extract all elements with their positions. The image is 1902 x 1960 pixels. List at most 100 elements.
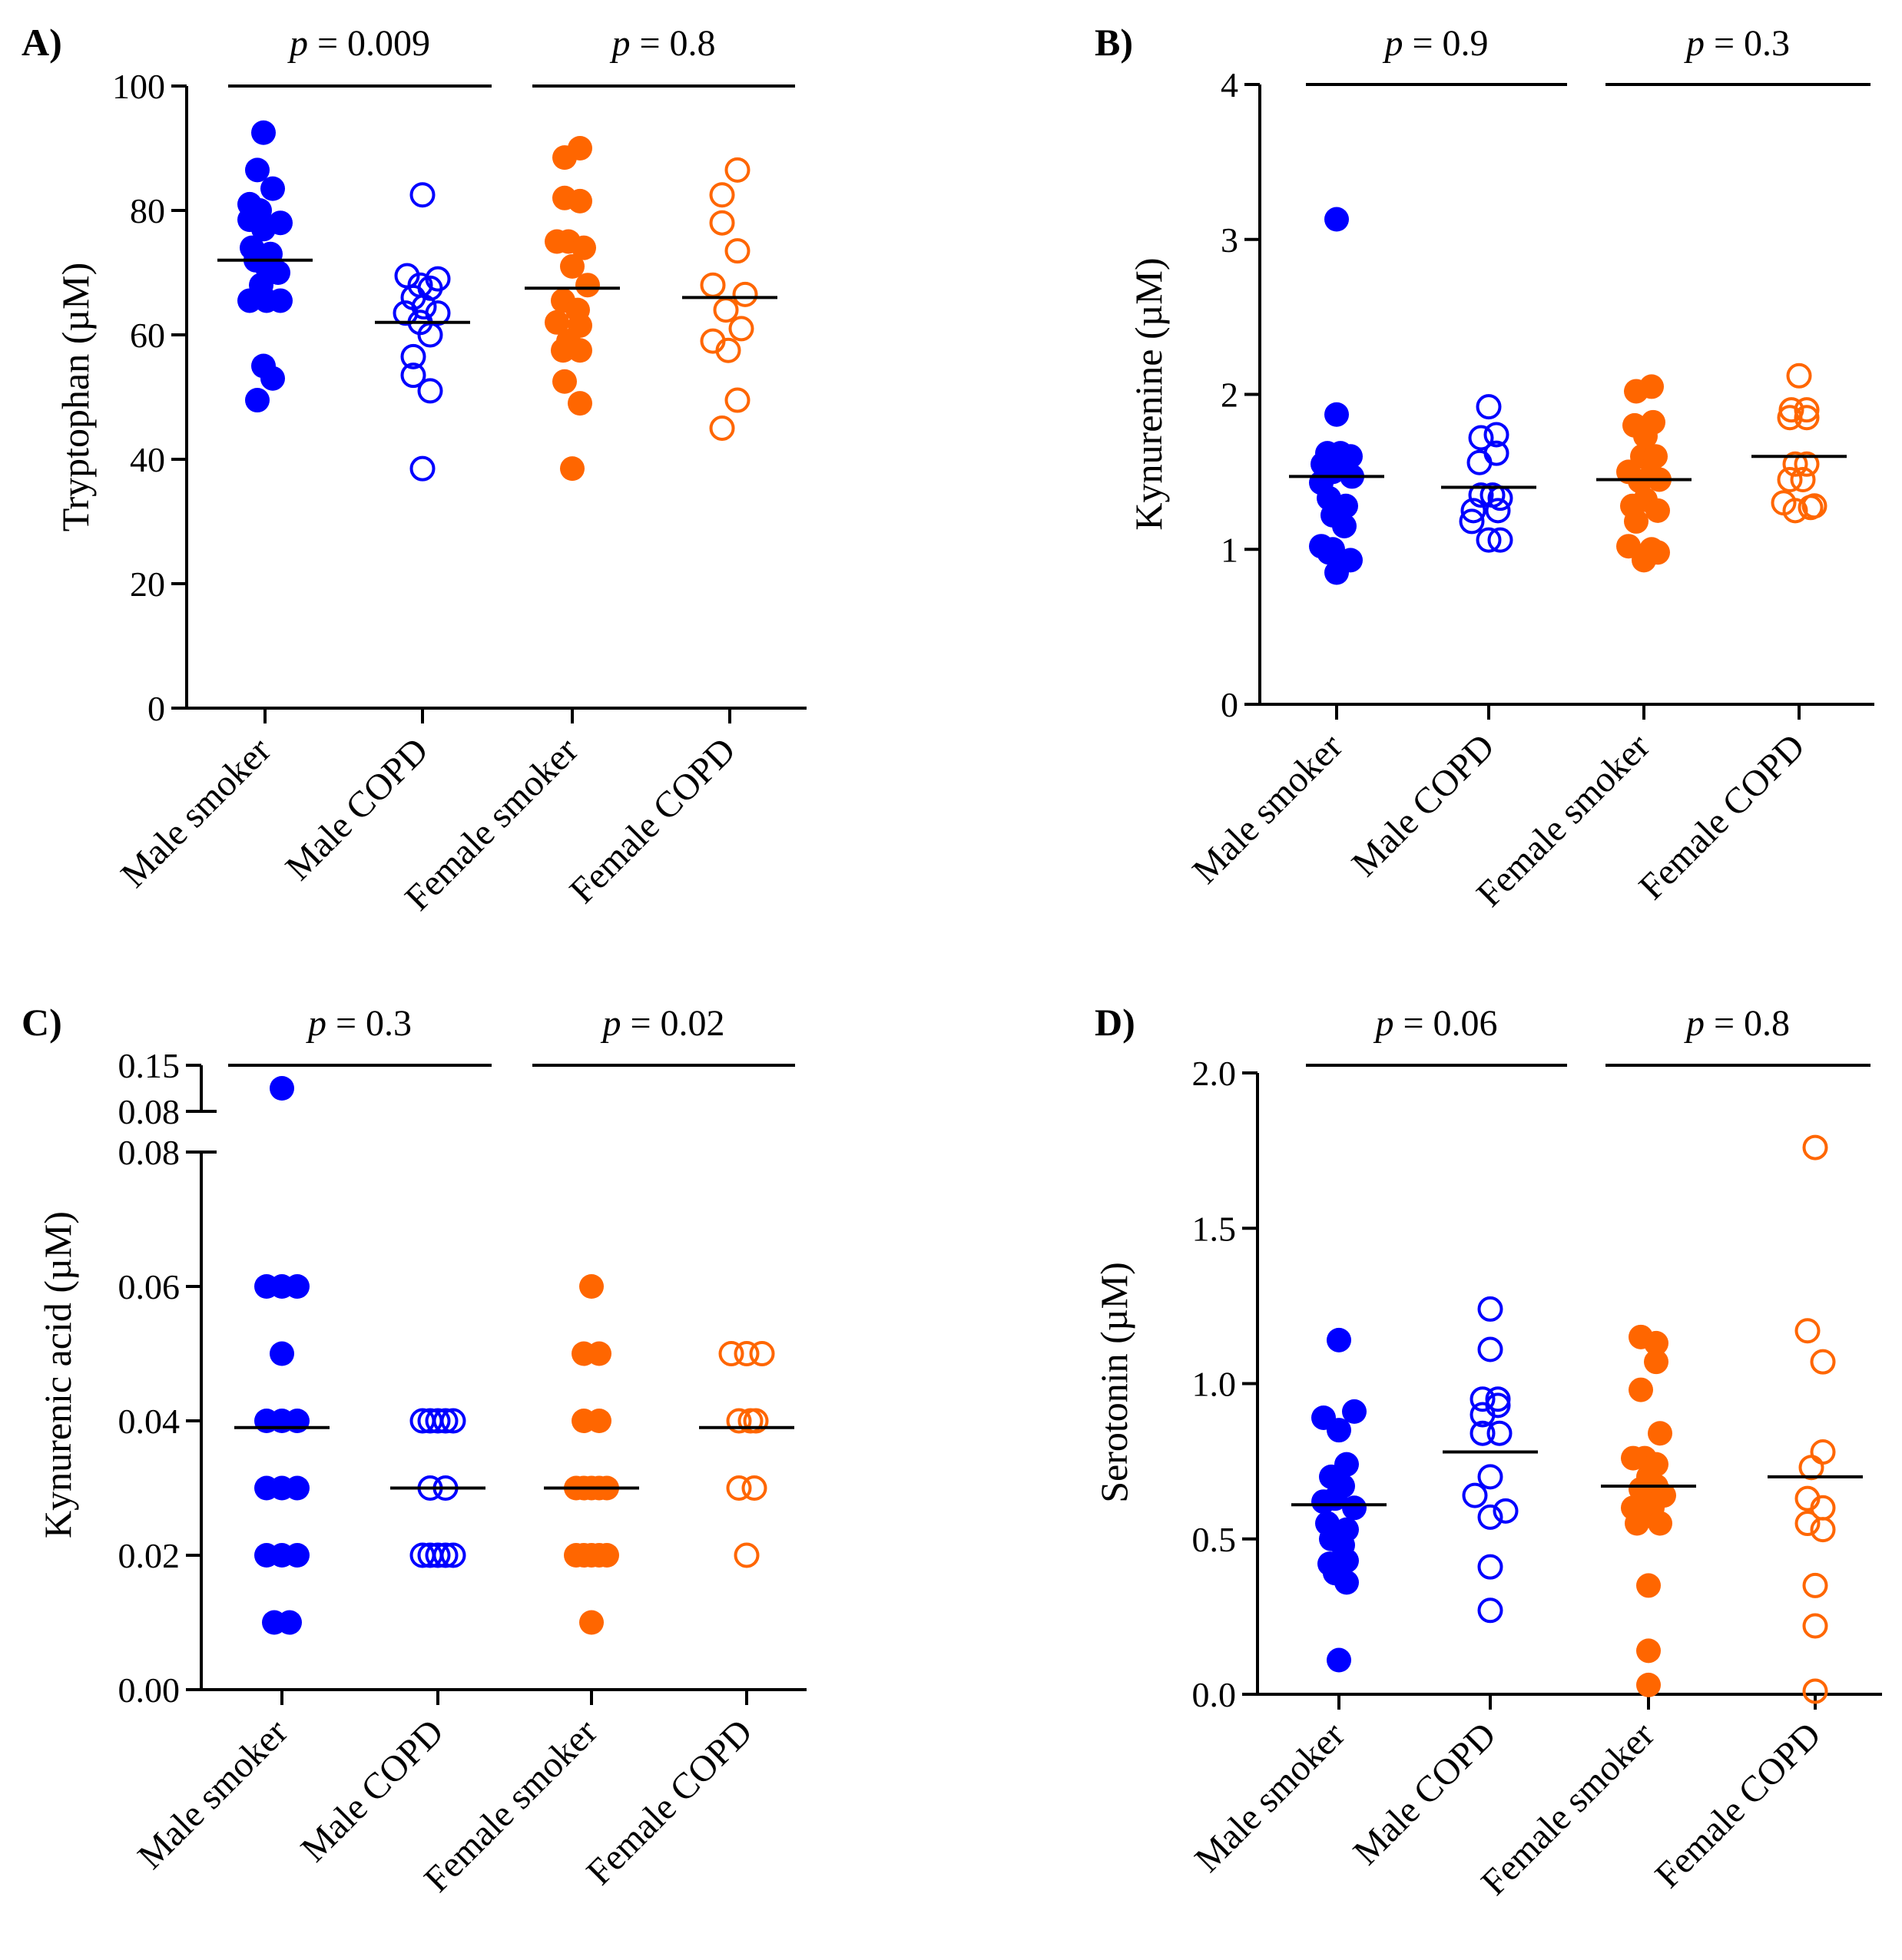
y-tick-label: 0.08 xyxy=(118,1092,181,1131)
data-point xyxy=(1476,394,1502,420)
data-point xyxy=(1334,1570,1359,1595)
data-point xyxy=(400,343,426,369)
y-tick-label: 4 xyxy=(1221,65,1238,104)
p-symbol: p xyxy=(306,1003,326,1044)
data-point xyxy=(1648,1511,1672,1536)
p-value-label: p = 0.8 xyxy=(609,23,715,64)
data-point xyxy=(741,1475,767,1501)
data-point xyxy=(1645,540,1670,565)
data-point xyxy=(409,455,436,482)
data-point xyxy=(268,288,293,313)
data-point xyxy=(1327,1418,1351,1443)
y-tick-label: 20 xyxy=(130,564,165,604)
data-point xyxy=(1462,1482,1488,1508)
data-point xyxy=(1810,1349,1836,1375)
data-point xyxy=(568,188,592,214)
data-point xyxy=(1777,405,1803,431)
y-tick-label: 0.08 xyxy=(118,1133,181,1172)
data-point xyxy=(709,182,735,208)
data-point xyxy=(1636,1573,1661,1598)
data-point xyxy=(425,1408,451,1434)
y-tick-label: 2.0 xyxy=(1192,1054,1237,1093)
data-point xyxy=(1487,527,1513,553)
data-point xyxy=(1777,466,1803,492)
data-point xyxy=(1643,444,1668,469)
p-value: = 0.3 xyxy=(1705,23,1790,64)
p-symbol: p xyxy=(1382,23,1403,64)
data-point xyxy=(726,1475,752,1501)
data-point xyxy=(1477,1464,1503,1490)
data-point xyxy=(1644,1330,1668,1356)
y-tick-label: 0.00 xyxy=(118,1670,181,1710)
data-point xyxy=(1493,1498,1519,1524)
y-tick-label: 100 xyxy=(112,67,165,106)
y-tick-label: 80 xyxy=(130,191,165,230)
data-point xyxy=(1802,1572,1828,1598)
y-tick-label: 0.04 xyxy=(118,1402,181,1441)
data-point xyxy=(245,388,270,413)
data-point xyxy=(1628,468,1652,494)
data-point xyxy=(1794,405,1820,431)
y-tick-label: 60 xyxy=(130,316,165,355)
data-point xyxy=(1477,1504,1503,1530)
data-point xyxy=(715,337,741,363)
data-point xyxy=(545,310,569,335)
data-point xyxy=(432,1542,459,1568)
data-point xyxy=(1633,423,1658,449)
data-point xyxy=(1798,1455,1824,1481)
data-point xyxy=(728,316,754,342)
p-symbol: p xyxy=(287,23,308,64)
data-point xyxy=(409,182,436,208)
data-point xyxy=(1468,482,1494,508)
data-point xyxy=(285,1543,310,1568)
data-point xyxy=(1624,508,1649,534)
data-point xyxy=(1629,1477,1653,1502)
data-point xyxy=(1327,1647,1351,1673)
data-point xyxy=(270,1341,294,1366)
p-value: = 0.009 xyxy=(308,23,430,64)
p-value-label: p = 0.02 xyxy=(600,1003,724,1044)
data-point xyxy=(1317,540,1341,565)
data-point xyxy=(552,145,577,171)
data-point xyxy=(749,1341,775,1366)
panel-label: B) xyxy=(1095,21,1133,64)
data-point xyxy=(734,1542,760,1568)
y-tick-label: 1.0 xyxy=(1192,1365,1237,1404)
y-axis-title: Tryptophan (µM) xyxy=(54,263,97,532)
data-point xyxy=(1636,1672,1661,1697)
y-tick-label: 0.15 xyxy=(118,1046,181,1085)
p-value-label: p = 0.009 xyxy=(287,23,430,64)
y-axis-title: Kynurenine (µM) xyxy=(1127,257,1170,530)
p-value: = 0.06 xyxy=(1393,1003,1497,1044)
data-point xyxy=(1802,1678,1828,1704)
data-point xyxy=(1782,498,1808,524)
data-point xyxy=(417,378,443,404)
data-point xyxy=(432,1408,459,1434)
data-point xyxy=(726,1408,752,1434)
data-point xyxy=(1810,1517,1836,1543)
panel-label: C) xyxy=(22,1001,62,1044)
data-point xyxy=(1459,508,1485,535)
data-point xyxy=(1342,1495,1367,1521)
p-symbol: p xyxy=(1684,1003,1705,1044)
p-value: = 0.8 xyxy=(1705,1003,1790,1044)
data-point xyxy=(1485,1386,1511,1412)
data-point xyxy=(724,387,751,413)
data-point xyxy=(285,1409,310,1433)
y-tick-label: 3 xyxy=(1221,220,1238,260)
p-value: = 0.3 xyxy=(326,1003,412,1044)
y-tick-label: 1.5 xyxy=(1192,1209,1237,1248)
y-tick-label: 0 xyxy=(1221,685,1238,724)
data-point xyxy=(260,176,285,201)
p-value-label: p = 0.8 xyxy=(1684,1003,1790,1044)
data-point xyxy=(1624,379,1649,404)
data-point xyxy=(1470,1420,1496,1446)
data-point xyxy=(743,1408,769,1434)
data-point xyxy=(709,416,735,441)
y-tick-label: 0.0 xyxy=(1192,1675,1237,1714)
data-point xyxy=(1648,1421,1672,1446)
data-point xyxy=(1486,1420,1513,1446)
y-tick-label: 1 xyxy=(1221,530,1238,569)
